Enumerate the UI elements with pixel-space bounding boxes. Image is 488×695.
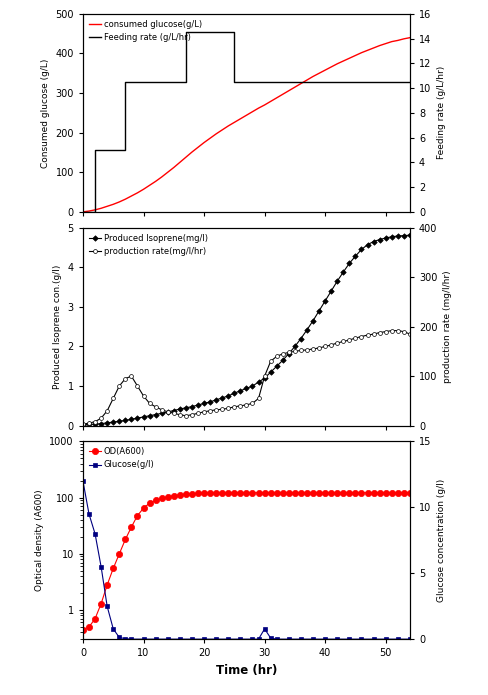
Produced Isoprene(mg/l): [80, 420, 86, 429]
Glucose(g/l): [322, 635, 328, 644]
Glucose(g/l): [274, 635, 280, 644]
production rate(mg/l/hr): [407, 330, 413, 338]
Glucose(g/l): [346, 635, 352, 644]
production rate(mg/l/hr): [401, 327, 407, 336]
Produced Isoprene(mg/l): [407, 231, 413, 239]
production rate(mg/l/hr): [371, 330, 377, 338]
OD(A600): [116, 550, 122, 558]
Glucose(g/l): [225, 635, 231, 644]
production rate(mg/l/hr): [80, 420, 86, 428]
Feeding rate (g/L/hr): [407, 78, 413, 86]
Glucose(g/l): [128, 635, 134, 644]
Produced Isoprene(mg/l): [116, 417, 122, 425]
consumed glucose(g/L): [159, 173, 164, 181]
OD(A600): [225, 489, 231, 497]
Glucose(g/l): [256, 635, 262, 644]
Glucose(g/l): [383, 635, 388, 644]
Line: production rate(mg/l/hr): production rate(mg/l/hr): [81, 329, 412, 426]
Feeding rate (g/L/hr): [183, 78, 189, 86]
Produced Isoprene(mg/l): [371, 238, 377, 246]
Glucose(g/l): [407, 635, 413, 644]
Y-axis label: Feeding rate (g/L/hr): Feeding rate (g/L/hr): [437, 66, 446, 159]
consumed glucose(g/L): [371, 44, 377, 52]
Glucose(g/l): [201, 635, 207, 644]
Y-axis label: Glucose concentration (g/l): Glucose concentration (g/l): [437, 479, 446, 602]
Glucose(g/l): [268, 634, 274, 642]
consumed glucose(g/L): [116, 198, 122, 206]
Glucose(g/l): [395, 635, 401, 644]
OD(A600): [159, 494, 164, 502]
Produced Isoprene(mg/l): [401, 231, 407, 240]
Line: Feeding rate (g/L/hr): Feeding rate (g/L/hr): [83, 33, 410, 212]
Glucose(g/l): [286, 635, 292, 644]
production rate(mg/l/hr): [201, 407, 207, 416]
Legend: consumed glucose(g/L), Feeding rate (g/L/hr): consumed glucose(g/L), Feeding rate (g/L…: [87, 18, 203, 44]
OD(A600): [141, 504, 146, 512]
Glucose(g/l): [262, 625, 267, 633]
Feeding rate (g/L/hr): [122, 146, 128, 154]
production rate(mg/l/hr): [116, 382, 122, 390]
Line: consumed glucose(g/L): consumed glucose(g/L): [83, 38, 410, 212]
Glucose(g/l): [104, 603, 110, 611]
OD(A600): [377, 489, 383, 497]
Glucose(g/l): [92, 530, 98, 538]
Feeding rate (g/L/hr): [92, 208, 98, 216]
Glucose(g/l): [177, 635, 183, 644]
Glucose(g/l): [110, 625, 116, 633]
Produced Isoprene(mg/l): [201, 400, 207, 408]
production rate(mg/l/hr): [389, 327, 395, 335]
consumed glucose(g/L): [80, 208, 86, 216]
consumed glucose(g/L): [401, 35, 407, 43]
Y-axis label: Produced Isoprene con.(g/l): Produced Isoprene con.(g/l): [53, 265, 62, 389]
production rate(mg/l/hr): [159, 406, 164, 414]
Glucose(g/l): [334, 635, 340, 644]
OD(A600): [407, 489, 413, 497]
Glucose(g/l): [80, 477, 86, 485]
Legend: OD(A600), Glucose(g/l): OD(A600), Glucose(g/l): [87, 445, 156, 471]
Produced Isoprene(mg/l): [141, 413, 146, 421]
Glucose(g/l): [189, 635, 195, 644]
Glucose(g/l): [98, 563, 104, 571]
Legend: Produced Isoprene(mg/l), production rate(mg/l/hr): Produced Isoprene(mg/l), production rate…: [87, 232, 209, 257]
Feeding rate (g/L/hr): [122, 78, 128, 86]
Feeding rate (g/L/hr): [231, 28, 237, 37]
consumed glucose(g/L): [201, 138, 207, 147]
Glucose(g/l): [310, 635, 316, 644]
Glucose(g/l): [238, 635, 244, 644]
Produced Isoprene(mg/l): [159, 409, 164, 418]
OD(A600): [401, 489, 407, 497]
Feeding rate (g/L/hr): [183, 28, 189, 37]
Glucose(g/l): [298, 635, 304, 644]
Glucose(g/l): [141, 635, 146, 644]
Glucose(g/l): [371, 635, 377, 644]
production rate(mg/l/hr): [141, 392, 146, 400]
Line: Glucose(g/l): Glucose(g/l): [81, 479, 412, 641]
consumed glucose(g/L): [141, 185, 146, 193]
Glucose(g/l): [86, 510, 92, 518]
Feeding rate (g/L/hr): [80, 208, 86, 216]
Line: OD(A600): OD(A600): [80, 490, 413, 632]
Glucose(g/l): [359, 635, 365, 644]
X-axis label: Time (hr): Time (hr): [216, 664, 277, 677]
Y-axis label: Consumed glucose (g/L): Consumed glucose (g/L): [41, 58, 50, 167]
consumed glucose(g/L): [407, 33, 413, 42]
Glucose(g/l): [249, 635, 255, 644]
Glucose(g/l): [213, 635, 219, 644]
Y-axis label: Optical density (A600): Optical density (A600): [35, 489, 44, 591]
Feeding rate (g/L/hr): [92, 146, 98, 154]
Glucose(g/l): [116, 633, 122, 641]
OD(A600): [201, 489, 207, 498]
Glucose(g/l): [153, 635, 159, 644]
OD(A600): [80, 626, 86, 634]
Feeding rate (g/L/hr): [231, 78, 237, 86]
Line: Produced Isoprene(mg/l): Produced Isoprene(mg/l): [81, 234, 412, 427]
Glucose(g/l): [122, 635, 128, 643]
Glucose(g/l): [165, 635, 171, 644]
Y-axis label: production rate (mg/l/hr): production rate (mg/l/hr): [443, 270, 452, 383]
